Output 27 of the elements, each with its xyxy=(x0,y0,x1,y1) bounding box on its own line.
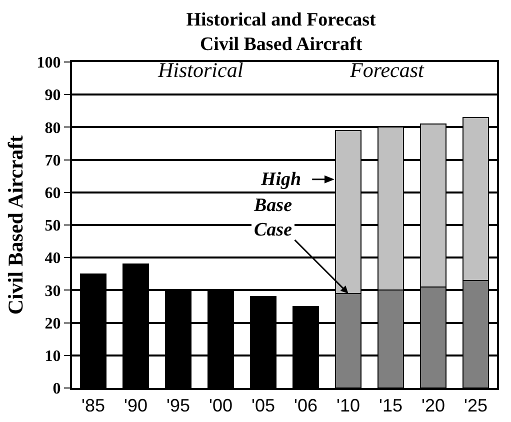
annotation: Historical xyxy=(157,58,244,82)
x-tick-label: '90 xyxy=(124,396,148,416)
annotation: Forecast xyxy=(349,58,426,82)
y-tick-label: 50 xyxy=(44,218,61,235)
x-tick-label: '06 xyxy=(294,396,318,416)
x-tick-label: '15 xyxy=(379,396,402,416)
y-tick-label: 70 xyxy=(44,152,61,170)
y-axis-title: Civil Based Aircraft xyxy=(3,135,28,315)
annotation: High xyxy=(260,169,302,190)
annotation: Base Case xyxy=(253,195,293,241)
x-tick-label: '10 xyxy=(336,396,360,416)
y-tick-label: 90 xyxy=(44,87,61,104)
x-tick-label: '05 xyxy=(252,396,275,416)
y-tick-label: 80 xyxy=(44,120,61,137)
x-tick-label: '00 xyxy=(209,396,232,416)
x-tick-label: '20 xyxy=(422,396,445,416)
y-tick-label: 60 xyxy=(44,185,61,202)
y-tick-label: 40 xyxy=(44,250,61,268)
x-tick-label: '85 xyxy=(82,396,105,416)
chart-title: Historical and Forecast Civil Based Aircraft xyxy=(186,9,377,56)
y-tick-label: 20 xyxy=(44,315,61,332)
x-tick-label: '95 xyxy=(166,396,190,416)
x-tick-label: '25 xyxy=(464,396,488,416)
y-tick-label: 30 xyxy=(44,282,61,300)
y-tick-label: 10 xyxy=(44,348,61,365)
y-tick-label: 100 xyxy=(36,54,61,72)
y-tick-label: 0 xyxy=(52,380,61,398)
